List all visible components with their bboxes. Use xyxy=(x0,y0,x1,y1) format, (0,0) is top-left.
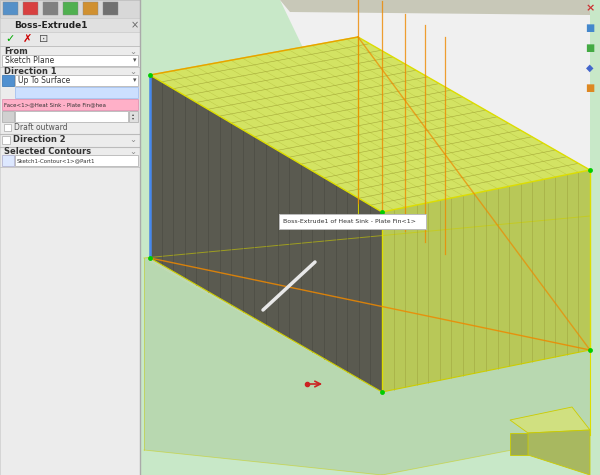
Text: Selected Contours: Selected Contours xyxy=(4,148,91,156)
Text: Boss-Extrude1: Boss-Extrude1 xyxy=(14,20,88,29)
Text: ▾: ▾ xyxy=(133,77,137,84)
Bar xyxy=(0,32,140,46)
Bar xyxy=(15,111,128,122)
Text: ▴
▾: ▴ ▾ xyxy=(132,113,134,121)
Text: ×: × xyxy=(131,20,139,30)
Bar xyxy=(2,55,138,66)
Text: ▾: ▾ xyxy=(133,57,137,64)
Bar xyxy=(23,2,38,15)
Bar xyxy=(0,0,140,18)
Bar xyxy=(2,136,10,144)
Polygon shape xyxy=(510,433,528,455)
Bar xyxy=(129,111,138,122)
Polygon shape xyxy=(528,430,590,475)
Text: ✗: ✗ xyxy=(22,34,32,44)
Bar xyxy=(2,111,14,122)
Polygon shape xyxy=(150,37,590,212)
Text: Draft outward: Draft outward xyxy=(14,123,68,132)
Text: Face<1>@Heat Sink - Plate Fin@hea: Face<1>@Heat Sink - Plate Fin@hea xyxy=(4,102,106,107)
Polygon shape xyxy=(144,258,590,475)
Polygon shape xyxy=(150,75,382,392)
Bar xyxy=(0,0,140,475)
Polygon shape xyxy=(144,217,590,392)
Text: ◆: ◆ xyxy=(586,63,594,73)
Bar xyxy=(3,2,18,15)
Text: Direction 1: Direction 1 xyxy=(4,67,56,76)
Bar xyxy=(15,87,138,98)
Bar xyxy=(103,2,118,15)
Text: ×: × xyxy=(586,3,595,13)
Bar xyxy=(0,18,140,32)
Bar xyxy=(63,2,78,15)
Bar xyxy=(2,99,138,110)
Bar xyxy=(83,2,98,15)
Bar xyxy=(4,124,11,131)
Text: From: From xyxy=(4,48,28,57)
Bar xyxy=(2,155,14,166)
Bar xyxy=(15,75,138,86)
Text: ⌄: ⌄ xyxy=(129,48,136,57)
Polygon shape xyxy=(280,0,590,15)
Polygon shape xyxy=(150,37,590,212)
Text: ⌄: ⌄ xyxy=(129,67,136,76)
Polygon shape xyxy=(358,37,590,350)
Text: ⌄: ⌄ xyxy=(129,148,136,156)
Polygon shape xyxy=(510,407,590,433)
Text: ■: ■ xyxy=(586,83,595,93)
Text: ■: ■ xyxy=(586,43,595,53)
Bar xyxy=(15,155,138,166)
Text: Sketch1-Contour<1>@Part1: Sketch1-Contour<1>@Part1 xyxy=(17,158,95,163)
Bar xyxy=(43,2,58,15)
Text: Boss-Extrude1 of Heat Sink - Plate Fin<1>: Boss-Extrude1 of Heat Sink - Plate Fin<1… xyxy=(283,219,416,224)
Text: ✓: ✓ xyxy=(5,34,14,44)
FancyBboxPatch shape xyxy=(279,214,426,229)
Bar xyxy=(2,75,14,86)
Polygon shape xyxy=(382,170,590,392)
Text: ⌄: ⌄ xyxy=(129,135,136,144)
Polygon shape xyxy=(280,0,590,212)
Text: ■: ■ xyxy=(586,23,595,33)
Text: Up To Surface: Up To Surface xyxy=(18,76,70,85)
Text: Sketch Plane: Sketch Plane xyxy=(5,56,54,65)
Text: ⊡: ⊡ xyxy=(40,34,49,44)
Bar xyxy=(140,0,600,475)
Text: Direction 2: Direction 2 xyxy=(13,135,65,144)
